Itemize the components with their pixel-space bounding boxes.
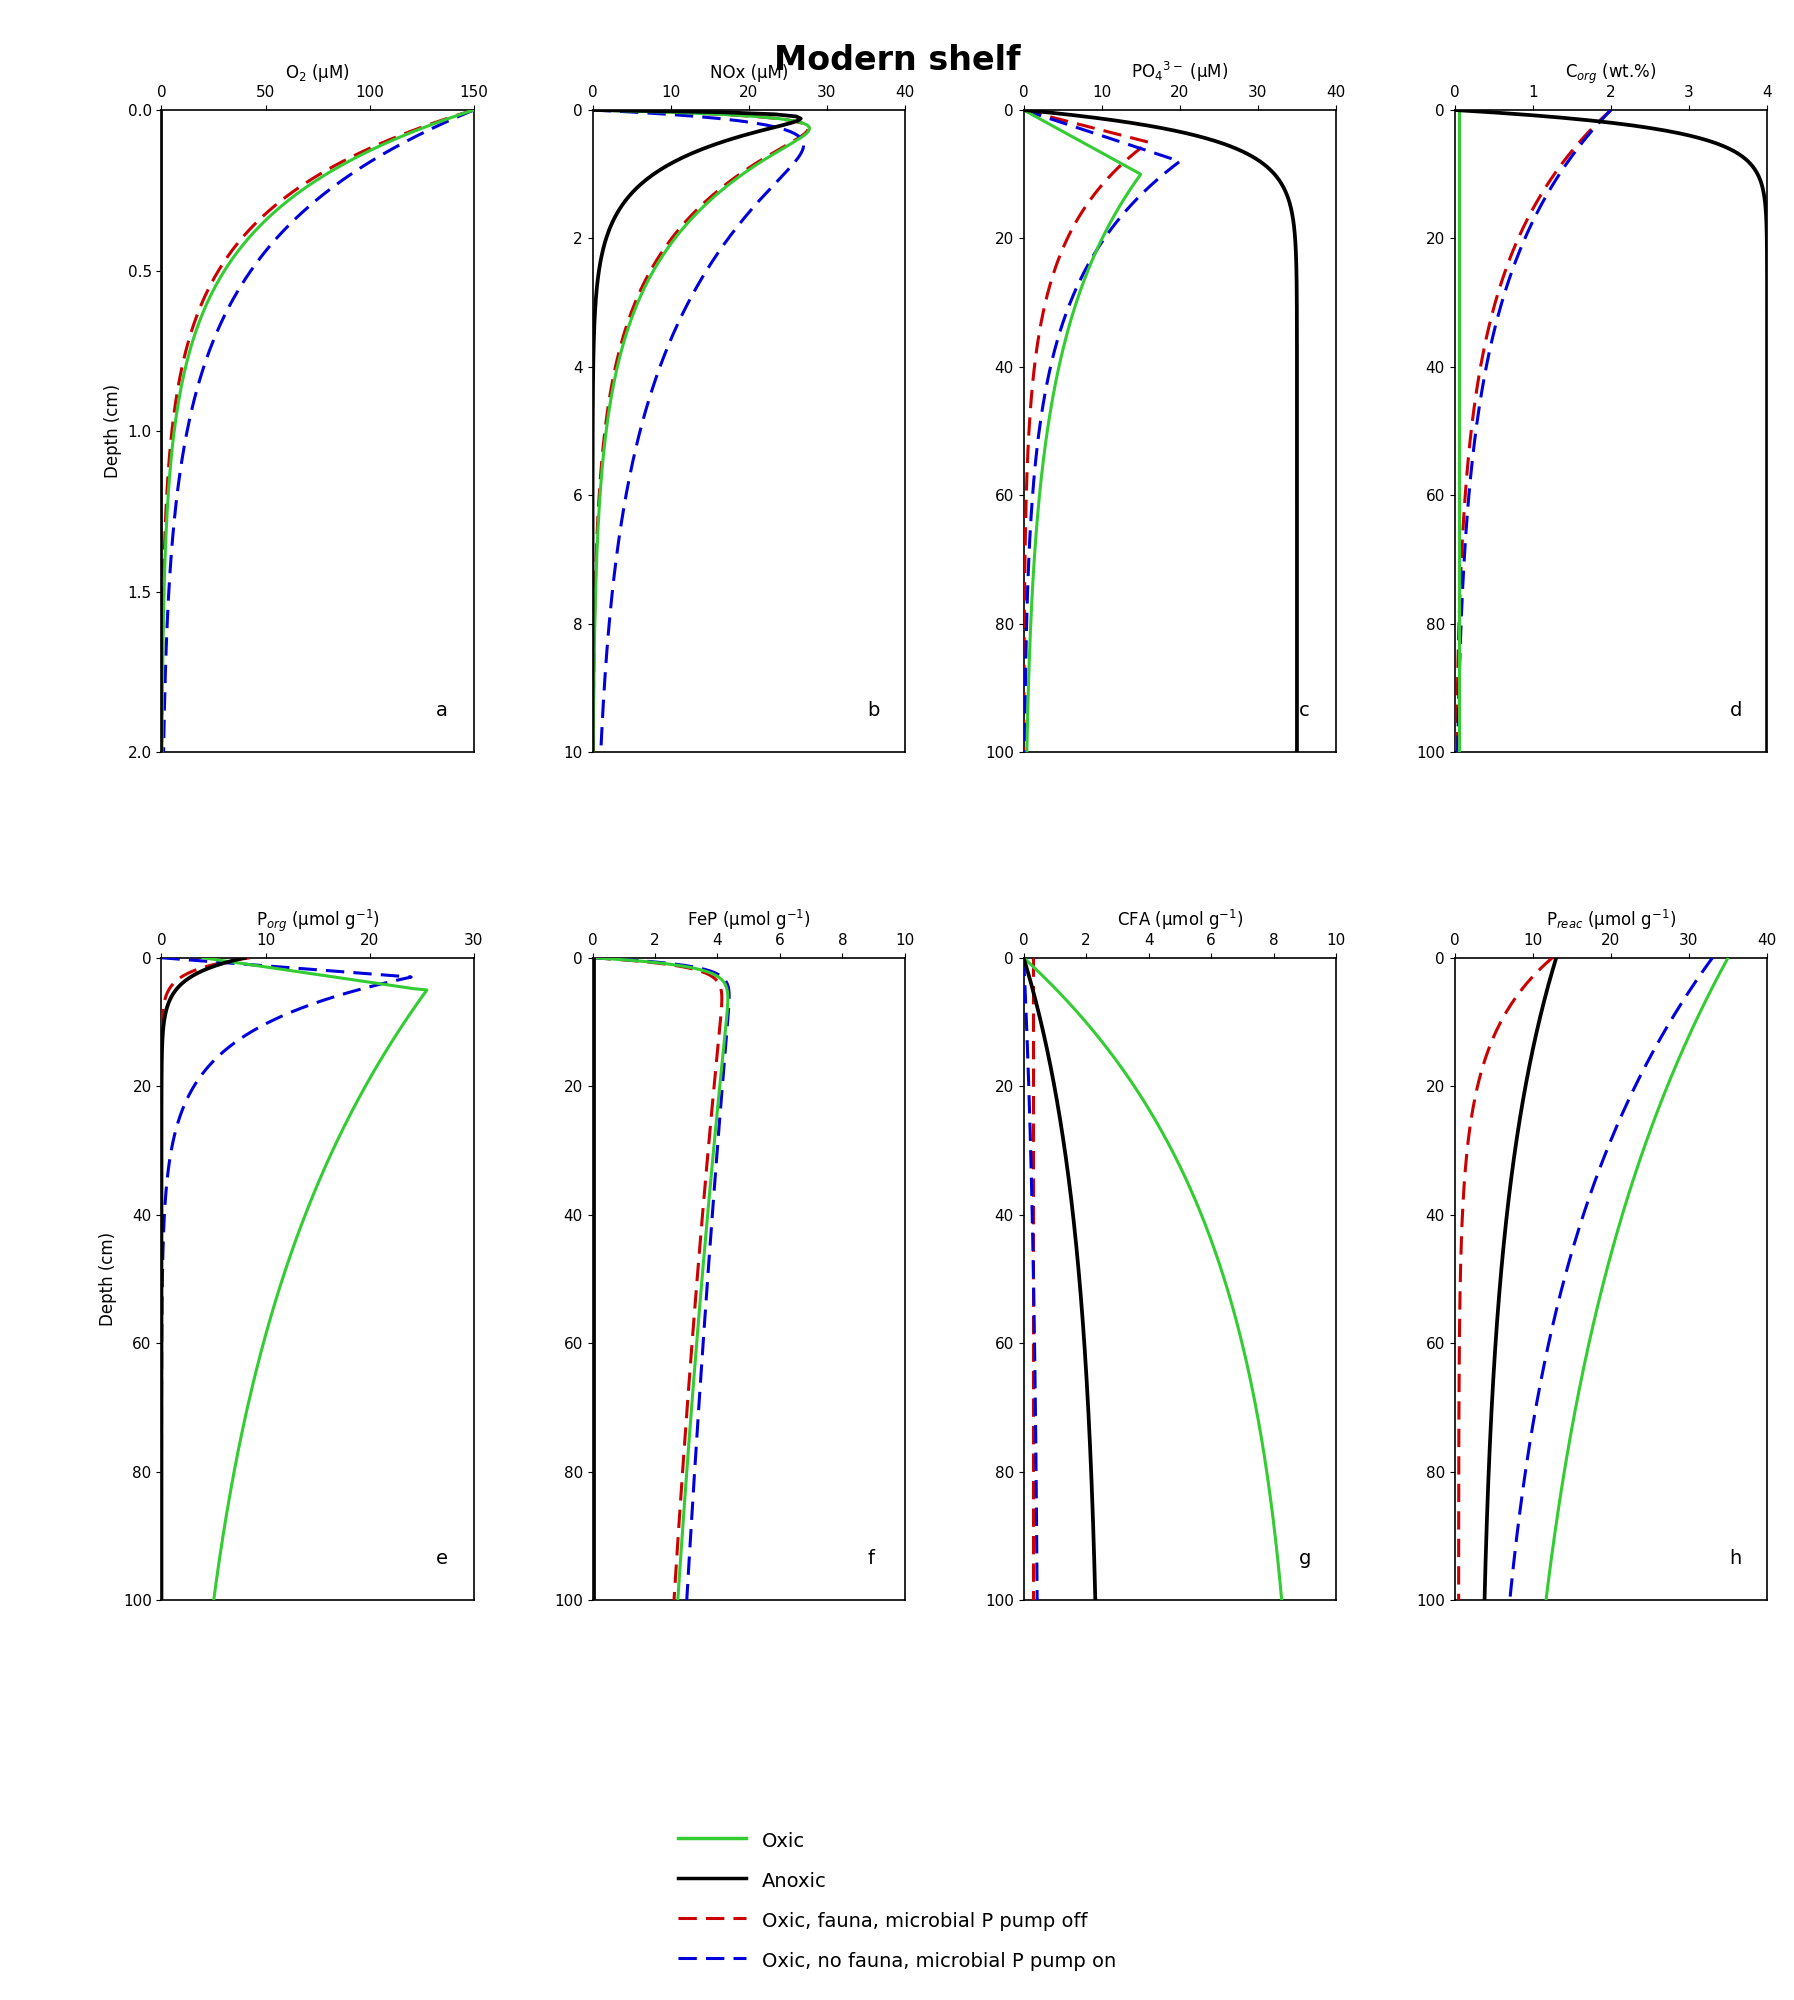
Text: f: f — [868, 1548, 874, 1568]
Text: g: g — [1299, 1548, 1311, 1568]
Text: Modern shelf: Modern shelf — [773, 44, 1021, 76]
X-axis label: P$_{reac}$ (μmol g$^{-1}$): P$_{reac}$ (μmol g$^{-1}$) — [1546, 908, 1676, 932]
Y-axis label: Depth (cm): Depth (cm) — [104, 384, 122, 478]
Legend: Oxic, Anoxic, Oxic, fauna, microbial P pump off, Oxic, no fauna, microbial P pum: Oxic, Anoxic, Oxic, fauna, microbial P p… — [669, 1820, 1125, 1980]
X-axis label: CFA (μmol g$^{-1}$): CFA (μmol g$^{-1}$) — [1116, 908, 1243, 932]
X-axis label: P$_{org}$ (μmol g$^{-1}$): P$_{org}$ (μmol g$^{-1}$) — [255, 908, 380, 934]
X-axis label: C$_{org}$ (wt.%): C$_{org}$ (wt.%) — [1564, 62, 1656, 86]
X-axis label: O$_2$ (μM): O$_2$ (μM) — [285, 62, 350, 84]
Text: d: d — [1729, 702, 1742, 720]
Text: b: b — [868, 702, 879, 720]
X-axis label: NOx (μM): NOx (μM) — [710, 64, 788, 82]
Y-axis label: Depth (cm): Depth (cm) — [99, 1232, 117, 1326]
Text: c: c — [1299, 702, 1310, 720]
Text: h: h — [1729, 1548, 1742, 1568]
Text: a: a — [436, 702, 448, 720]
Text: e: e — [436, 1548, 448, 1568]
X-axis label: FeP (μmol g$^{-1}$): FeP (μmol g$^{-1}$) — [687, 908, 811, 932]
X-axis label: PO$_4$$^{3-}$ (μM): PO$_4$$^{3-}$ (μM) — [1132, 60, 1229, 84]
